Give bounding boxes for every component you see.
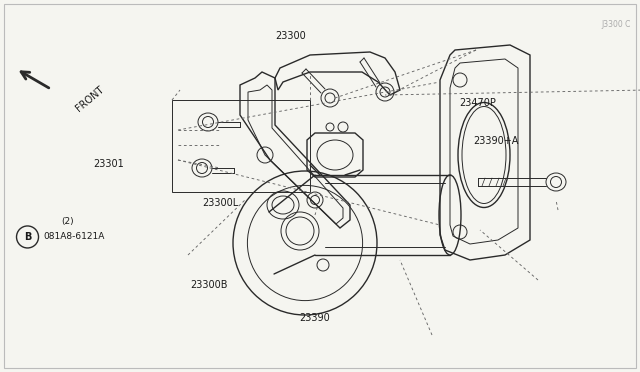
Text: (2): (2) bbox=[61, 217, 74, 226]
Text: 081A8-6121A: 081A8-6121A bbox=[44, 232, 105, 241]
Text: FRONT: FRONT bbox=[74, 84, 106, 113]
Text: 23300L: 23300L bbox=[202, 198, 239, 208]
Text: J3300 C: J3300 C bbox=[602, 20, 631, 29]
Text: 23300B: 23300B bbox=[191, 280, 228, 289]
Text: 23300: 23300 bbox=[275, 32, 306, 41]
Text: 23390: 23390 bbox=[300, 313, 330, 323]
Text: B: B bbox=[24, 232, 31, 242]
Text: 23470P: 23470P bbox=[460, 99, 497, 108]
Text: 23301: 23301 bbox=[93, 160, 124, 169]
Text: 23390+A: 23390+A bbox=[474, 137, 519, 146]
